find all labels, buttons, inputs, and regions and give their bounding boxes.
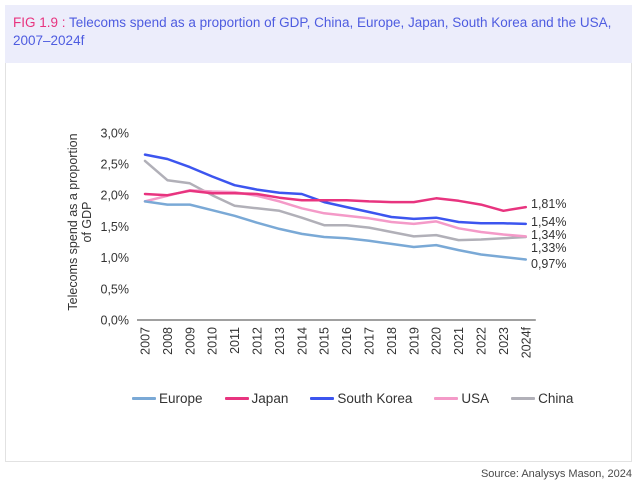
x-tick-label: 2007 bbox=[139, 327, 153, 355]
x-axis-ticks: 2007 2008 2009 2010 2011 2012 2013 2014 2015 2016… bbox=[139, 326, 534, 358]
legend-label: USA bbox=[461, 391, 490, 406]
series-line-japan bbox=[143, 189, 528, 213]
legend-label: South Korea bbox=[337, 391, 413, 406]
x-tick-label: 2020 bbox=[430, 327, 444, 355]
legend-item-japan: Japan bbox=[224, 391, 289, 406]
x-tick-label: 2010 bbox=[206, 327, 220, 355]
x-tick-label: 2023 bbox=[497, 327, 511, 355]
x-tick-label: 2022 bbox=[475, 327, 489, 355]
end-value-label: 1,54% bbox=[531, 215, 566, 229]
legend-swatch bbox=[511, 397, 536, 400]
x-tick-label: 2018 bbox=[385, 327, 399, 355]
legend-swatch bbox=[224, 397, 249, 400]
x-tick-label: 2012 bbox=[251, 327, 265, 355]
figure-header: FIG 1.9 : Telecoms spend as a proportion… bbox=[5, 5, 632, 63]
y-tick-label: 1,0% bbox=[101, 251, 130, 265]
end-labels: 1,81% 1,54%1,34%1,33% 0,97% bbox=[531, 197, 566, 271]
chart-container bbox=[5, 63, 632, 462]
series-lines bbox=[143, 153, 528, 261]
x-tick-label: 2015 bbox=[318, 327, 332, 355]
x-tick-label: 2009 bbox=[183, 327, 197, 355]
x-tick-label: 2019 bbox=[407, 327, 421, 355]
y-axis-ticks: 0,0% 0,5% 1,0% 1,5% 2,0% 2,5% 3,0% bbox=[101, 126, 130, 327]
legend-item-usa: USA bbox=[434, 391, 489, 406]
figure-title: Telecoms spend as a proportion of GDP, C… bbox=[13, 15, 612, 48]
x-tick-label: 2014 bbox=[295, 327, 309, 355]
x-tick-label: 2008 bbox=[161, 327, 175, 355]
y-axis-title-line-1: Telecoms spend as a proportion bbox=[66, 133, 80, 310]
y-axis-title-line-2: of GDP bbox=[80, 202, 94, 243]
y-tick-label: 2,5% bbox=[101, 158, 130, 172]
x-tick-label: 2011 bbox=[228, 327, 242, 354]
y-tick-label: 1,5% bbox=[101, 220, 130, 234]
x-tick-label: 2013 bbox=[273, 327, 287, 355]
figure-number: FIG 1.9 : bbox=[13, 15, 66, 30]
legend-swatch bbox=[310, 397, 335, 400]
x-tick-label: 2016 bbox=[340, 327, 354, 355]
y-tick-label: 2,0% bbox=[101, 189, 130, 203]
end-value-label: 1,34% bbox=[531, 228, 566, 242]
end-value-label: 1,81% bbox=[531, 197, 566, 211]
end-value-label: 0,97% bbox=[531, 257, 566, 271]
legend-label: Europe bbox=[159, 391, 203, 406]
series-line-usa bbox=[143, 188, 528, 238]
end-value-label: 1,33% bbox=[531, 241, 566, 255]
y-tick-label: 0,0% bbox=[101, 314, 130, 328]
legend-item-europe: Europe bbox=[132, 391, 203, 406]
y-tick-label: 3,0% bbox=[101, 126, 130, 140]
legend-swatch bbox=[132, 397, 156, 400]
source-note: Source: Analysys Mason, 2024 bbox=[480, 468, 632, 480]
legend-item-south-korea: South Korea bbox=[310, 391, 412, 406]
x-tick-label: 2017 bbox=[363, 327, 377, 355]
legend-label: Japan bbox=[251, 391, 289, 406]
legend: Europe Japan South Korea USA China bbox=[132, 391, 573, 406]
legend-label: China bbox=[538, 391, 574, 406]
y-tick-label: 0,5% bbox=[101, 282, 130, 296]
x-tick-label: 2024f bbox=[519, 326, 533, 358]
y-axis-label: Telecoms spend as a proportion of GDP bbox=[66, 133, 94, 310]
x-tick-label: 2021 bbox=[452, 327, 466, 355]
series-line-south-korea bbox=[143, 153, 528, 226]
series-line-europe bbox=[143, 200, 528, 261]
legend-swatch bbox=[434, 397, 459, 400]
legend-item-china: China bbox=[511, 391, 573, 406]
